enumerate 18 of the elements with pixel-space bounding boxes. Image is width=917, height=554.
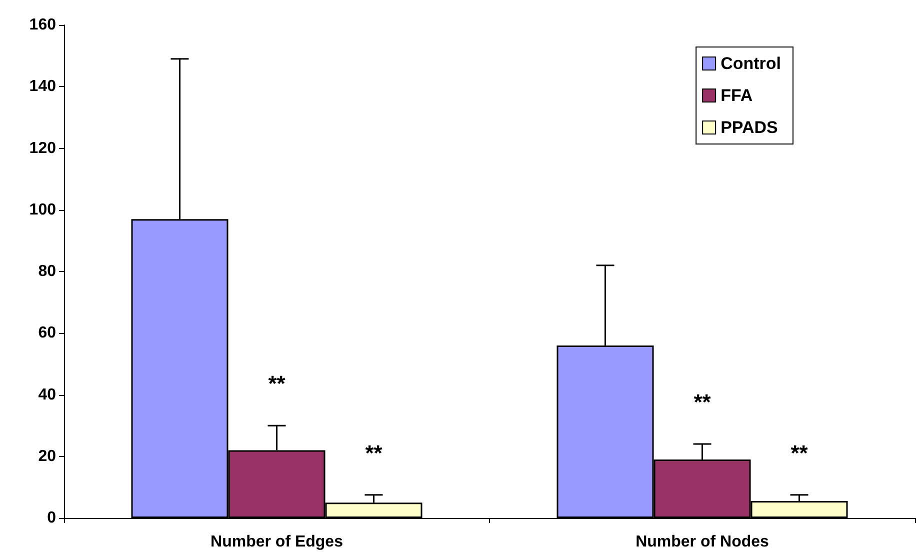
y-tick-label: 120 [29,140,56,157]
y-tick-label: 80 [38,263,56,280]
y-tick-label: 160 [29,16,56,34]
x-tick-label: Number of Edges [210,534,344,550]
y-tick-label: 100 [29,201,56,218]
legend-label: PPADS [720,118,778,137]
y-tick-label: 20 [38,448,56,465]
y-tick-label: 140 [29,78,56,96]
y-tick-label: 0 [47,510,56,526]
y-tick-label: 40 [38,386,56,404]
x-tick-label: Number of Nodes [636,534,770,550]
annotation: ** [790,440,808,466]
annotation: ** [365,440,383,466]
legend-label: FFA [720,86,753,105]
annotation: ** [268,371,286,396]
legend-label: Control [720,54,782,73]
annotation: ** [694,390,712,415]
y-tick-label: 60 [38,324,56,342]
